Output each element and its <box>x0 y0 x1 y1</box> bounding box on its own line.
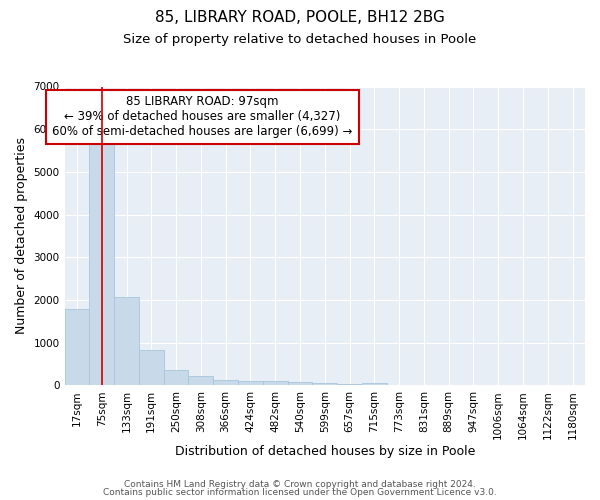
Y-axis label: Number of detached properties: Number of detached properties <box>15 138 28 334</box>
Bar <box>213 380 238 386</box>
Bar <box>362 383 387 386</box>
Bar <box>313 383 337 386</box>
Bar <box>188 376 213 386</box>
Text: 85, LIBRARY ROAD, POOLE, BH12 2BG: 85, LIBRARY ROAD, POOLE, BH12 2BG <box>155 10 445 25</box>
X-axis label: Distribution of detached houses by size in Poole: Distribution of detached houses by size … <box>175 444 475 458</box>
Bar <box>164 370 188 386</box>
Bar <box>238 381 263 386</box>
Text: Size of property relative to detached houses in Poole: Size of property relative to detached ho… <box>124 32 476 46</box>
Bar <box>139 350 164 386</box>
Text: Contains HM Land Registry data © Crown copyright and database right 2024.: Contains HM Land Registry data © Crown c… <box>124 480 476 489</box>
Bar <box>89 138 114 386</box>
Bar <box>263 382 287 386</box>
Bar <box>114 298 139 386</box>
Text: Contains public sector information licensed under the Open Government Licence v3: Contains public sector information licen… <box>103 488 497 497</box>
Bar <box>65 310 89 386</box>
Text: 85 LIBRARY ROAD: 97sqm
← 39% of detached houses are smaller (4,327)
60% of semi-: 85 LIBRARY ROAD: 97sqm ← 39% of detached… <box>52 96 353 138</box>
Bar <box>337 384 362 386</box>
Bar <box>287 382 313 386</box>
